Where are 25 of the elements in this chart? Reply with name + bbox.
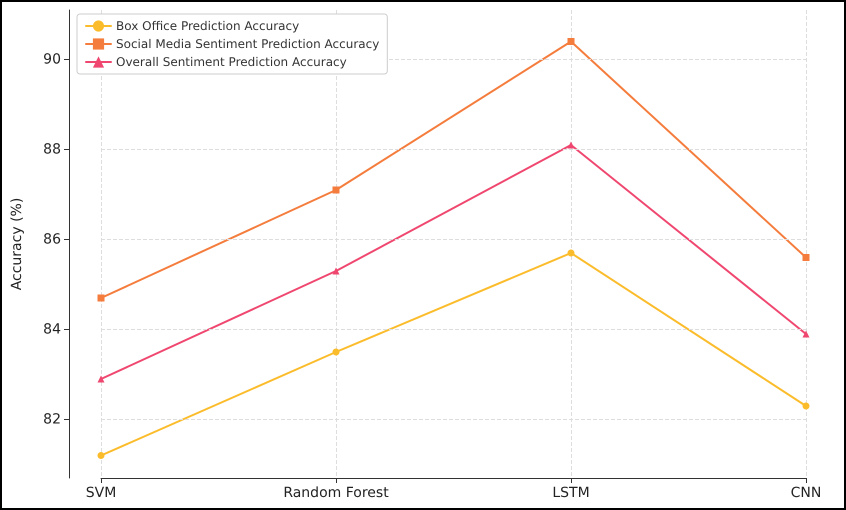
- point: [332, 186, 340, 194]
- point: [98, 376, 104, 382]
- point: [802, 402, 810, 410]
- point: [332, 268, 340, 274]
- y-tick-label: 84: [43, 322, 62, 338]
- y-tick-label: 90: [43, 52, 61, 68]
- y-tick-label: 82: [43, 412, 61, 428]
- point: [568, 38, 574, 45]
- point: [568, 142, 574, 148]
- point: [332, 348, 340, 356]
- legend-label: Overall Sentiment Prediction Accuracy: [116, 55, 347, 69]
- legend-label: Box Office Prediction Accuracy: [116, 19, 300, 33]
- legend-label: Social Media Sentiment Prediction Accuracy: [116, 37, 380, 51]
- y-tick-label: 88: [43, 142, 61, 158]
- point: [568, 250, 574, 256]
- y-tick-label: 86: [43, 232, 62, 248]
- point: [98, 294, 104, 302]
- point: [802, 254, 810, 261]
- point: [802, 330, 810, 338]
- x-tick-label: SVM: [86, 485, 116, 501]
- y-axis-title: Accuracy (%): [9, 198, 25, 290]
- x-tick-label: Random Forest: [283, 485, 390, 501]
- x-tick-label: CNN: [790, 485, 822, 501]
- point: [98, 452, 104, 459]
- x-tick-label: LSTM: [552, 485, 590, 501]
